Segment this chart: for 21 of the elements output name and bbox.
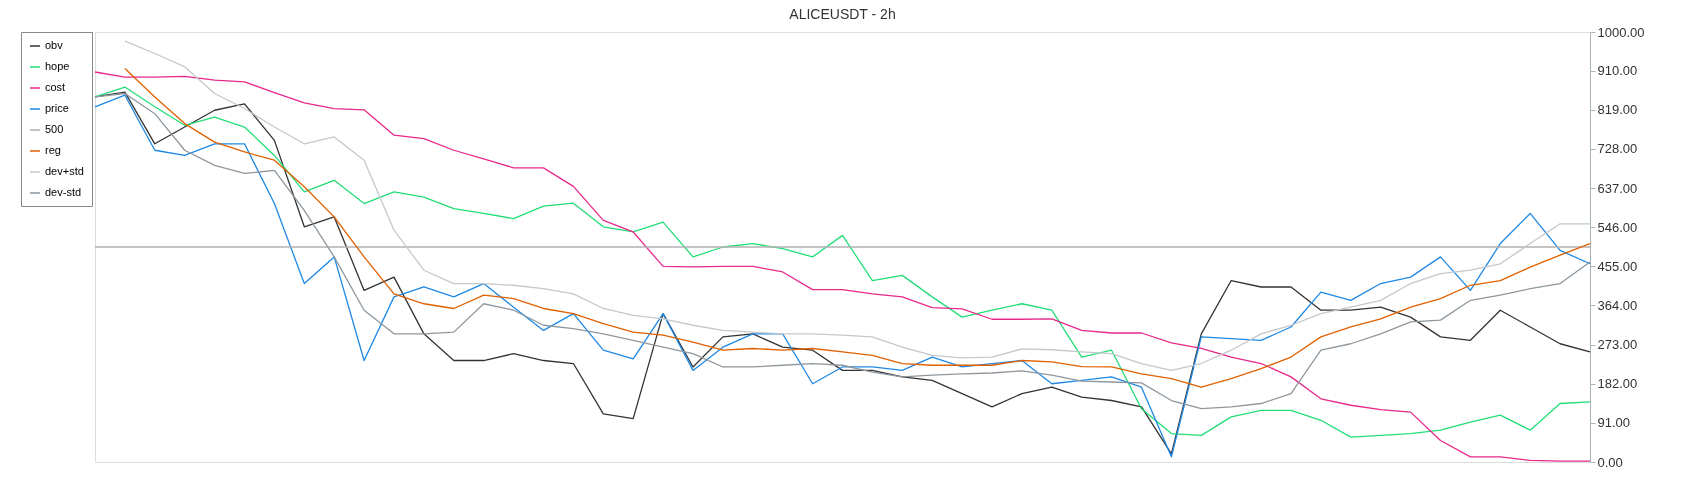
y-tick-label: 364.00	[1597, 297, 1638, 313]
y-tick-label: 91.00	[1597, 415, 1631, 431]
chart-title: ALICEUSDT - 2h	[789, 6, 896, 22]
legend-label: dev-std	[45, 186, 82, 198]
y-tick-label: 182.00	[1597, 376, 1638, 392]
y-tick-label: 546.00	[1597, 219, 1638, 235]
y-tick-label: 910.00	[1597, 63, 1638, 79]
y-tick-label: 637.00	[1597, 180, 1638, 196]
legend-label: hope	[45, 60, 70, 72]
y-tick-label: 273.00	[1597, 337, 1638, 353]
legend-label: price	[45, 102, 69, 114]
legend-label: cost	[45, 81, 66, 93]
legend-label: dev+std	[45, 165, 84, 177]
y-tick-label: 455.00	[1597, 258, 1638, 274]
y-tick-label: 819.00	[1597, 102, 1638, 118]
y-tick-label: 728.00	[1597, 141, 1638, 157]
legend-label: 500	[45, 123, 64, 135]
y-tick-label: 1000.00	[1597, 24, 1645, 40]
legend-label: reg	[45, 144, 61, 156]
y-tick-label: 0.00	[1597, 454, 1623, 470]
legend-label: obv	[45, 39, 64, 51]
